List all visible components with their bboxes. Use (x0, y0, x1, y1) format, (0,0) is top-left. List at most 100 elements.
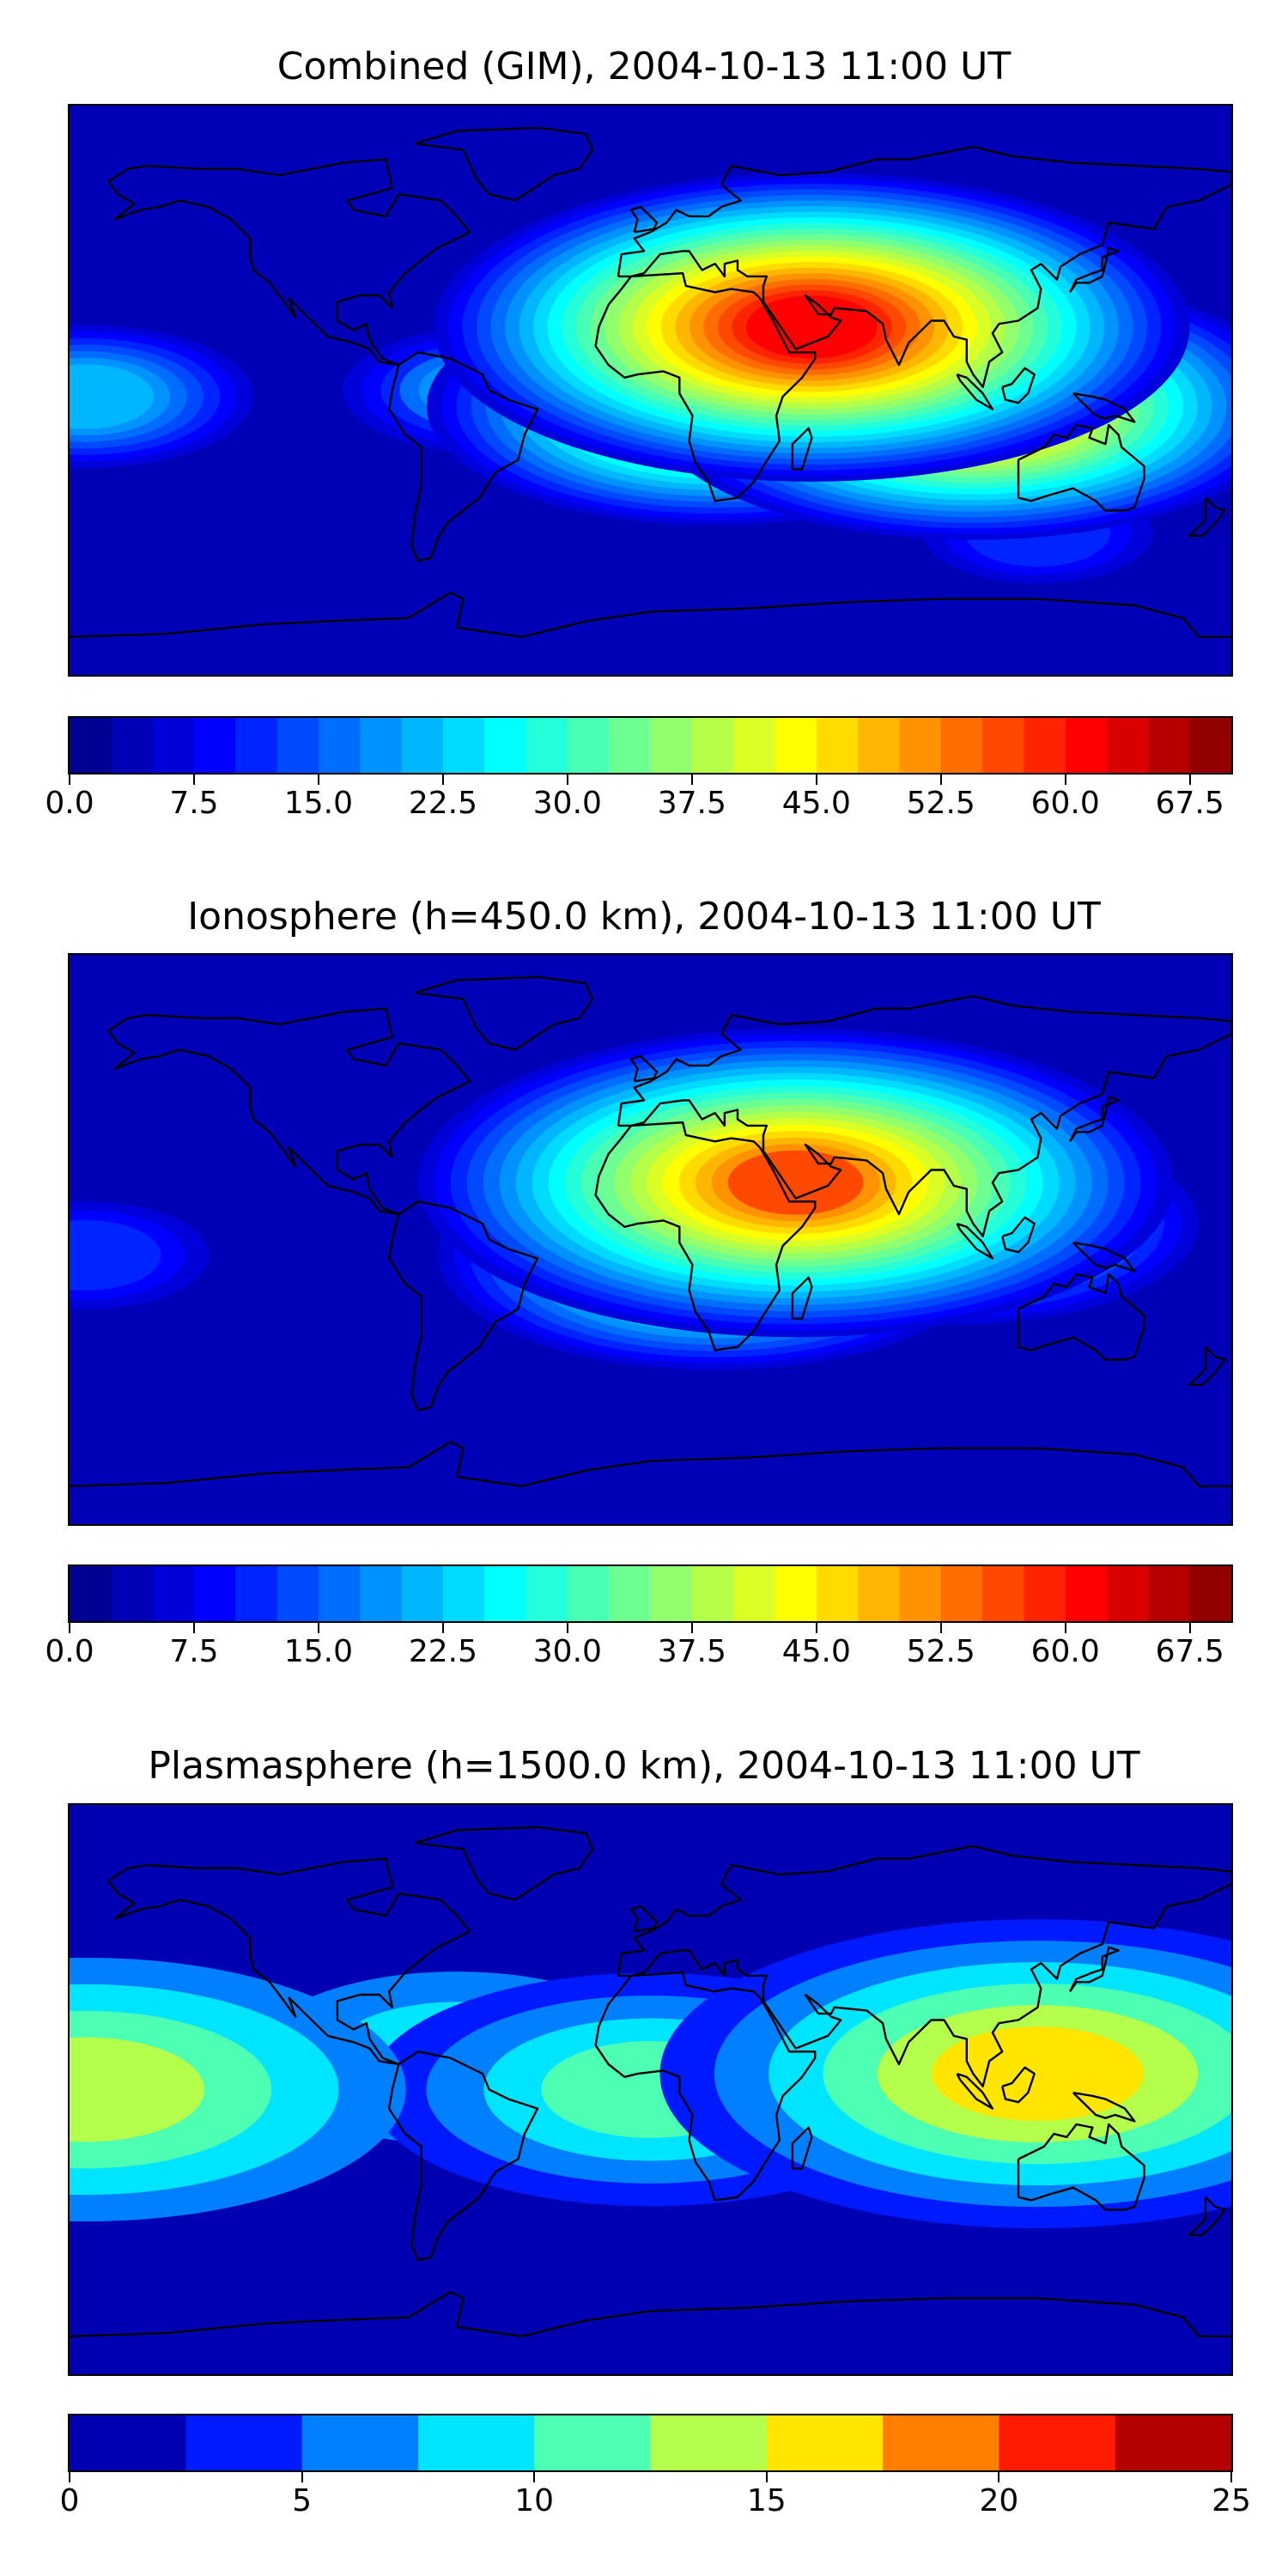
coastline (1072, 392, 1136, 423)
coastline (414, 975, 594, 1051)
field-contour (560, 1858, 741, 1941)
colorbar-tick (566, 775, 568, 785)
field-contour (70, 364, 155, 429)
colorbar-swatch (360, 1566, 403, 1621)
colorbar-swatch (1107, 1566, 1149, 1621)
colorbar-tick (301, 2472, 303, 2482)
colorbar-swatch (1189, 718, 1231, 773)
colorbar-swatch (1024, 1566, 1066, 1621)
colorbar-swatch (1107, 718, 1149, 773)
colorbar-swatch (442, 1566, 485, 1621)
colorbar-tick (192, 1623, 195, 1633)
colorbar-swatch (567, 718, 610, 773)
colorbar-tick-label: 15 (746, 2483, 787, 2518)
colorbar-swatch (816, 718, 859, 773)
colorbar-tick-label: 67.5 (1155, 786, 1224, 821)
coastline (594, 272, 817, 502)
colorbar-tick (1188, 1623, 1191, 1633)
colorbar-tick (939, 1623, 942, 1633)
colorbar-tick-label: 15.0 (283, 786, 353, 821)
coastline (70, 1441, 1231, 1487)
coastline (107, 1007, 471, 1216)
colorbar-swatch (940, 1566, 983, 1621)
colorbar-swatch (691, 718, 734, 773)
coastline (1072, 1242, 1136, 1273)
field-contour (580, 1459, 720, 1524)
colorbar-swatch (484, 718, 527, 773)
coastline (1017, 2123, 1145, 2211)
coastline (107, 1857, 471, 2066)
field-contour (578, 609, 723, 675)
coastline (107, 158, 471, 367)
colorbar-swatch (152, 718, 195, 773)
colorbar-tick-label: 25 (1212, 2483, 1251, 2518)
colorbar-swatch (982, 718, 1024, 773)
field-contour (745, 295, 878, 359)
coastline (594, 1971, 817, 2202)
coastline (1017, 1273, 1145, 1361)
colorbar-swatch (609, 718, 652, 773)
colorbar-tick (317, 775, 319, 785)
colorbar-swatch (484, 1566, 527, 1621)
colorbar-tick (815, 1623, 817, 1633)
colorbar-tick-label: 7.5 (169, 786, 219, 821)
coastline (1069, 1946, 1120, 1992)
colorbar-tick-label: 60.0 (1030, 1634, 1100, 1669)
colorbar-swatch (858, 718, 901, 773)
coastline (629, 1905, 659, 1933)
colorbar-tick (1230, 2472, 1232, 2482)
coastline (956, 1222, 994, 1260)
coastline (387, 1200, 539, 1412)
colorbar-swatch (1189, 1566, 1231, 1621)
colorbar-tick (815, 775, 817, 785)
colorbar-swatch (360, 718, 403, 773)
colorbar-swatch (1065, 1566, 1108, 1621)
colorbar-tick (1188, 775, 1191, 785)
coastline (617, 994, 1231, 1237)
coastline (617, 145, 1231, 388)
colorbar-swatch (733, 1566, 776, 1621)
colorbar-tick (690, 1623, 693, 1633)
colorbar-tick (192, 775, 195, 785)
colorbar-tick (1064, 775, 1066, 785)
coastline (956, 2072, 994, 2110)
colorbar-tick-label: 7.5 (169, 1634, 219, 1669)
colorbar-tick-label: 15.0 (283, 1634, 353, 1669)
field-contour (220, 1140, 371, 1212)
colorbar-swatch (691, 1566, 734, 1621)
colorbar-swatch (567, 1566, 610, 1621)
colorbar-tick-label: 22.5 (408, 1634, 477, 1669)
coastlines (70, 126, 1231, 638)
colorbar-swatch (999, 2415, 1116, 2470)
colorbar-tick-label: 52.5 (906, 1634, 975, 1669)
panel-3-title: Plasmasphere (h=1500.0 km), 2004-10-13 1… (148, 1744, 1140, 1788)
colorbar-tick-label: 20 (979, 2483, 1019, 2518)
coastlines (70, 1826, 1231, 2337)
coastline (70, 2291, 1231, 2337)
coastline (791, 427, 813, 471)
colorbar-swatch (417, 2415, 535, 2470)
panel-3-map (68, 1803, 1233, 2376)
field-contour (727, 1150, 864, 1215)
coastline (1001, 1216, 1036, 1254)
coastline (387, 351, 539, 562)
panel-2-title: Ionosphere (h=450.0 km), 2004-10-13 11:0… (187, 895, 1101, 939)
colorbar-tick (939, 775, 942, 785)
colorbar-tick-label: 67.5 (1155, 1634, 1224, 1669)
field-contour (70, 2037, 204, 2142)
colorbar-swatch (276, 718, 319, 773)
colorbar-swatch (111, 718, 154, 773)
colorbar-tick-label: 45.0 (781, 1634, 851, 1669)
colorbar-tick (69, 775, 70, 785)
colorbar-tick-label: 37.5 (657, 1634, 726, 1669)
colorbar-swatch (609, 1566, 652, 1621)
colorbar-tick-label: 45.0 (781, 786, 851, 821)
colorbar-swatch (940, 718, 983, 773)
coastline (1001, 367, 1036, 404)
colorbar-tick-label: 30.0 (532, 786, 602, 821)
coastline (1017, 423, 1145, 512)
colorbar-swatch (816, 1566, 859, 1621)
panel-1-title: Combined (GIM), 2004-10-13 11:00 UT (276, 45, 1012, 88)
coastline (1069, 1096, 1120, 1142)
colorbar-swatch (858, 1566, 901, 1621)
